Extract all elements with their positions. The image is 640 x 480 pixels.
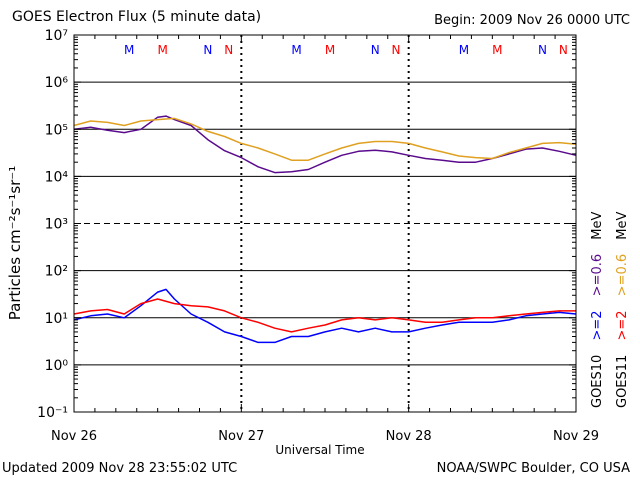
x-tick-label: Nov 27	[218, 429, 264, 444]
series-line-1	[73, 115, 577, 174]
legend-goes11-2mev: >=2	[615, 310, 630, 340]
ut-marker: N	[203, 43, 212, 57]
y-tick-label: 10⁵	[45, 122, 68, 138]
credit-text: NOAA/SWPC Boulder, CO USA	[436, 461, 630, 476]
y-axis-label: Particles cm⁻²s⁻¹sr⁻¹	[6, 166, 24, 320]
series-line-3	[73, 288, 577, 344]
series-layer	[73, 115, 577, 344]
ut-marker: M	[291, 43, 301, 57]
y-tick-label: 10⁰	[45, 358, 69, 374]
y-tick-label: 10³	[45, 217, 68, 233]
y-tick-label: 10⁶	[45, 75, 69, 91]
chart-title: GOES Electron Flux (5 minute data)	[12, 9, 262, 25]
updated-timestamp: Updated 2009 Nov 28 23:55:02 UTC	[2, 461, 238, 476]
tick-layer: 10⁻¹ 10⁰ 10¹ 10² 10³ 10⁴ 10⁵ 10⁶ 10⁷ Nov 26 Nov 27…	[37, 28, 599, 444]
legend-goes11-satellite: GOES11	[615, 355, 630, 408]
begin-time: Begin: 2009 Nov 26 0000 UTC	[434, 13, 630, 28]
legend-goes10-satellite: GOES10	[590, 355, 605, 408]
ut-marker: N	[224, 43, 233, 57]
legend-goes10: GOES10 >=2 >=0.6 MeV	[590, 212, 605, 408]
ut-marker: M	[158, 43, 168, 57]
series-line-4	[73, 298, 576, 333]
x-tick-label: Nov 28	[386, 429, 432, 444]
ut-marker: M	[124, 43, 134, 57]
legend-goes11: GOES11 >=2 >=0.6 MeV	[615, 212, 630, 408]
x-tick-label: Nov 29	[553, 429, 599, 444]
ut-marker: M	[325, 43, 335, 57]
legend-goes11-06mev: >=0.6	[615, 254, 630, 296]
y-tick-label: 10⁴	[45, 169, 69, 185]
ut-marker: N	[371, 43, 380, 57]
legend: GOES10 >=2 >=0.6 MeV	[590, 212, 605, 408]
grid-layer	[74, 35, 576, 412]
legend-goes10-unit: MeV	[590, 212, 605, 240]
legend-goes10-2mev: >=2	[590, 310, 605, 340]
y-tick-label: 10¹	[45, 311, 68, 327]
ut-marker: N	[392, 43, 401, 57]
legend-goes10-06mev: >=0.6	[590, 254, 605, 296]
series-line-2	[73, 117, 577, 161]
y-tick-label: 10⁻¹	[37, 405, 68, 421]
y-tick-label: 10²	[45, 264, 68, 280]
ut-marker: M	[459, 43, 469, 57]
legend-goes11-unit: MeV	[615, 212, 630, 240]
ut-marker: N	[559, 43, 568, 57]
x-axis-label: Universal Time	[275, 443, 365, 457]
ut-marker: N	[538, 43, 547, 57]
y-tick-label: 10⁷	[45, 28, 68, 44]
x-tick-label: Nov 26	[51, 429, 97, 444]
ut-marker: M	[492, 43, 502, 57]
legend-2: GOES11 >=2 >=0.6 MeV	[615, 212, 630, 408]
